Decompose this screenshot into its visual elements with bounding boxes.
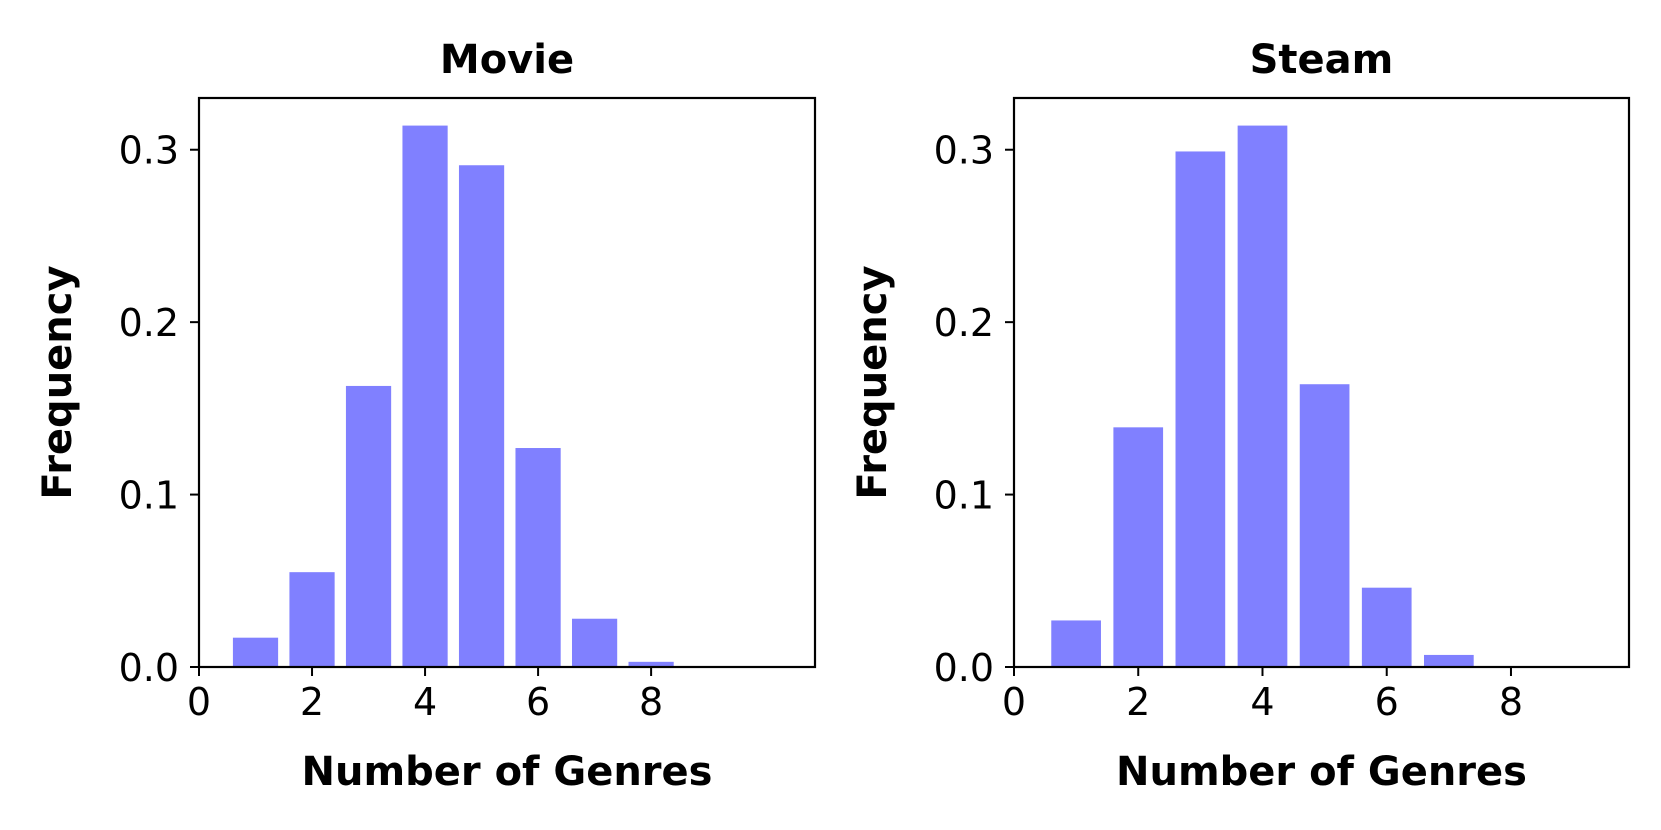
plot-frame bbox=[197, 96, 817, 669]
y-axis-label: Frequency bbox=[35, 265, 81, 499]
x-tick-label: 0 bbox=[1002, 680, 1026, 724]
bar-7 bbox=[571, 618, 618, 667]
chart-title: Steam bbox=[1250, 37, 1394, 83]
bar-1 bbox=[232, 637, 279, 667]
y-tick-label: 0.1 bbox=[934, 474, 994, 518]
y-tick-label: 0.3 bbox=[934, 129, 994, 173]
bar-6 bbox=[515, 448, 561, 667]
x-tick-label: 4 bbox=[413, 680, 437, 724]
y-tick-label: 0.2 bbox=[934, 301, 994, 345]
x-tick-label: 6 bbox=[1375, 680, 1399, 724]
bar-4 bbox=[1237, 125, 1288, 667]
y-tick-label: 0.3 bbox=[119, 129, 179, 173]
bar-5 bbox=[458, 165, 505, 667]
bar-2 bbox=[289, 572, 335, 667]
bar-4 bbox=[402, 125, 448, 667]
bar-3 bbox=[345, 385, 392, 667]
x-tick-label: 8 bbox=[639, 680, 663, 724]
x-axis-label: Number of Genres bbox=[302, 749, 713, 795]
bar-5 bbox=[1299, 384, 1350, 667]
plot-frame bbox=[1012, 96, 1631, 669]
x-tick-label: 8 bbox=[1499, 680, 1523, 724]
x-tick-label: 6 bbox=[526, 680, 550, 724]
y-tick-label: 0.0 bbox=[934, 646, 994, 690]
x-tick-label: 0 bbox=[187, 680, 211, 724]
bar-2 bbox=[1113, 427, 1164, 667]
x-axis-label: Number of Genres bbox=[1116, 749, 1527, 795]
bar-3 bbox=[1175, 151, 1226, 667]
bar-8 bbox=[628, 661, 674, 667]
y-axis-label: Frequency bbox=[850, 265, 896, 499]
y-tick-label: 0.1 bbox=[119, 474, 179, 518]
x-tick-label: 2 bbox=[300, 680, 324, 724]
bar-6 bbox=[1361, 587, 1412, 667]
chart-title: Movie bbox=[440, 37, 574, 83]
bar-7 bbox=[1424, 654, 1474, 667]
x-tick-label: 2 bbox=[1126, 680, 1150, 724]
y-tick-label: 0.2 bbox=[119, 301, 179, 345]
chart-panel-steam: 0 2 4 6 8 0.0 0.1 0.2 0.3 Steam Number of Genres Fr… bbox=[850, 37, 1631, 795]
chart-panel-movie: 0 2 4 6 8 0.0 0.1 0.2 0.3 Movie Number of Genres Fr… bbox=[35, 37, 817, 795]
x-tick-label: 4 bbox=[1250, 680, 1274, 724]
y-tick-label: 0.0 bbox=[119, 646, 179, 690]
bar-1 bbox=[1051, 620, 1101, 667]
